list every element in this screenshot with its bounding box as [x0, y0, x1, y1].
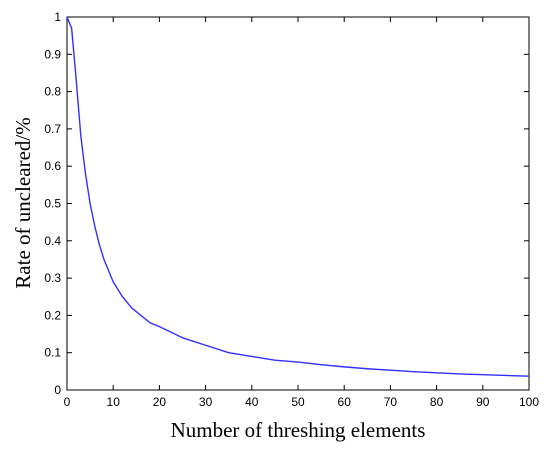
x-tick-label: 90	[476, 395, 490, 409]
y-tick-label: 0.7	[44, 122, 61, 136]
series-group	[66, 16, 530, 377]
y-tick-label: 0.6	[44, 159, 61, 173]
y-tick-label: 0.5	[44, 197, 61, 211]
y-tick-label: 0	[54, 383, 61, 397]
x-tick-label: 70	[384, 395, 398, 409]
x-tick-label: 30	[199, 395, 213, 409]
series-line	[66, 16, 530, 377]
y-axis-ticks: 0 0.1 0.2 0.3 0.4 0.5 0.6 0.7 0.8 0.9 1	[44, 10, 529, 397]
y-tick-label: 0.2	[44, 308, 61, 322]
y-tick-label: 0.3	[44, 271, 61, 285]
x-tick-label: 80	[430, 395, 444, 409]
x-tick-label: 0	[64, 395, 71, 409]
y-tick-label: 0.1	[44, 346, 61, 360]
x-axis-ticks: 0 10 20 30 40 50 60 70 80 90 100	[64, 17, 539, 409]
x-tick-label: 40	[245, 395, 259, 409]
y-tick-label: 0.9	[44, 47, 61, 61]
y-tick-label: 1	[54, 10, 61, 24]
y-tick-label: 0.8	[44, 85, 61, 99]
plot-frame	[66, 16, 530, 391]
x-tick-label: 100	[519, 395, 539, 409]
x-axis-label: Number of threshing elements	[171, 418, 426, 442]
x-tick-label: 20	[153, 395, 167, 409]
x-tick-label: 60	[338, 395, 352, 409]
x-tick-label: 10	[107, 395, 121, 409]
x-tick-label: 50	[291, 395, 305, 409]
y-axis-label: Rate of uncleared/%	[11, 117, 35, 288]
y-tick-label: 0.4	[44, 234, 61, 248]
